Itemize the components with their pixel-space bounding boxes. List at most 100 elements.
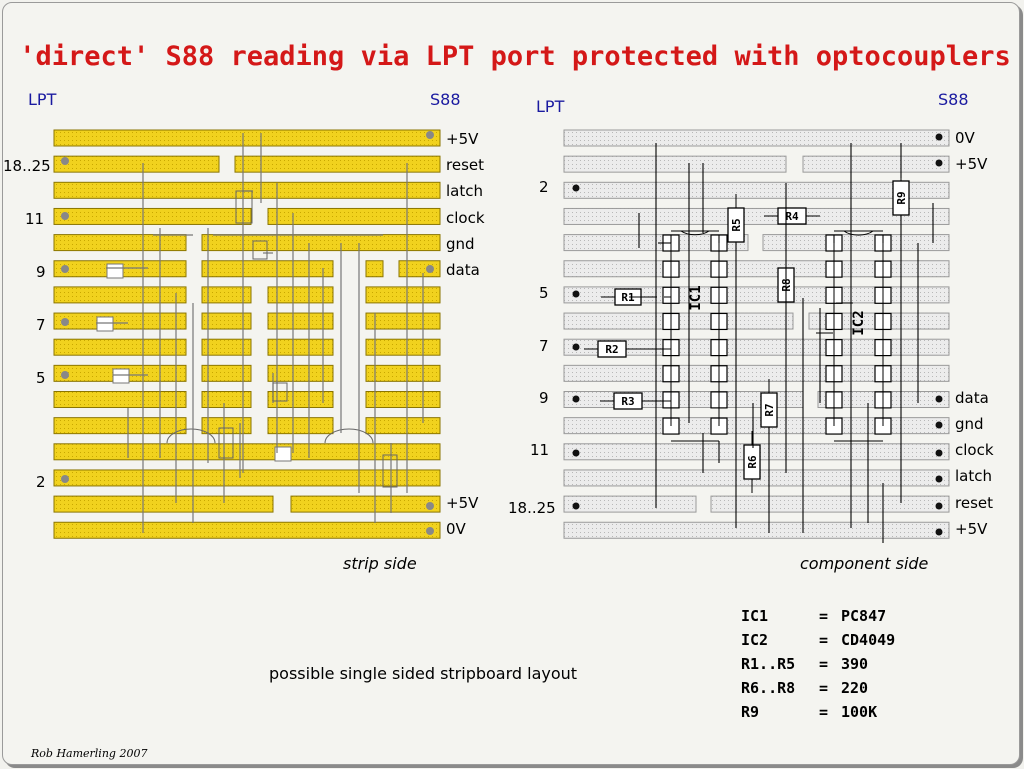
ic1-notch-outline [166, 428, 216, 444]
resistor-r6-label: R6 [746, 455, 759, 469]
comp-label-plus5v: +5V [955, 155, 988, 173]
comp-pin-5: 5 [539, 284, 549, 302]
component-lpt-header: LPT [536, 97, 565, 116]
copper-strip [53, 129, 441, 147]
strip-label-plus5v-bottom: +5V [446, 494, 479, 512]
strip-cut [274, 446, 292, 462]
comp-label-plus5v-bottom: +5V [955, 520, 988, 538]
part-ref: IC1 [741, 607, 768, 625]
copper-strip [201, 260, 334, 278]
comp-pin-7: 7 [539, 337, 549, 355]
part-value: 390 [841, 655, 868, 673]
author-signature: Rob Hamerling 2007 [30, 747, 147, 760]
copper-strip [53, 338, 187, 356]
copper-strip [53, 207, 252, 225]
strip-pin-9: 9 [36, 263, 46, 281]
copper-strip [201, 286, 252, 304]
copper-strip [53, 181, 441, 199]
component-outline [235, 190, 253, 224]
strip-cut [112, 368, 130, 384]
copper-strip [365, 417, 441, 435]
solder-pad [426, 502, 434, 510]
copper-strip [201, 234, 441, 252]
component-side-board: R1R2R3R4R5R6R7R8R9 [563, 129, 950, 543]
resistor-r6 [743, 444, 761, 480]
resistor-r2-label: R2 [605, 343, 618, 356]
strip-cut [106, 263, 124, 279]
strip-cut [96, 316, 114, 332]
solder-pad [61, 212, 69, 220]
part-value: 220 [841, 679, 868, 697]
copper-strip [267, 207, 441, 225]
grey-strip [563, 521, 950, 539]
solder-pad [61, 157, 69, 165]
copper-strip [53, 234, 187, 252]
comp-label-clock: clock [955, 441, 994, 459]
grey-strip [710, 495, 950, 513]
part-ref: R6..R8 [741, 679, 795, 697]
copper-strip [53, 469, 441, 487]
solder-pad [426, 527, 434, 535]
copper-strip [365, 312, 441, 330]
copper-strip [53, 417, 187, 435]
copper-strip [201, 312, 252, 330]
solder-pad [426, 131, 434, 139]
part-eq: = [819, 655, 828, 673]
copper-strip [365, 286, 441, 304]
part-eq: = [819, 703, 828, 721]
resistor-r5-label: R5 [730, 218, 743, 231]
strip-pin-11: 11 [25, 210, 44, 228]
connection-dot [935, 475, 943, 483]
resistor-r5 [727, 207, 745, 243]
copper-strip [53, 286, 187, 304]
part-value: PC847 [841, 607, 886, 625]
resistor-r3-label: R3 [621, 395, 634, 408]
solder-pad [61, 265, 69, 273]
part-ref: IC2 [741, 631, 768, 649]
grey-strip [563, 181, 950, 199]
part-ref: R1..R5 [741, 655, 795, 673]
resistor-r9-label: R9 [895, 191, 908, 204]
copper-strip [290, 495, 441, 513]
copper-strip [53, 443, 441, 461]
strip-side-caption: strip side [343, 554, 417, 573]
copper-strip [234, 155, 441, 173]
comp-label-reset: reset [955, 494, 993, 512]
strip-label-gnd: gnd [446, 235, 475, 253]
ic2-label: IC2 [851, 310, 867, 335]
comp-label-gnd: gnd [955, 415, 984, 433]
connection-dot [935, 395, 943, 403]
strip-label-plus5v: +5V [446, 130, 479, 148]
connection-dot [572, 395, 580, 403]
solder-pad [61, 371, 69, 379]
ic1-notch [680, 230, 710, 236]
strip-label-clock: clock [446, 209, 485, 227]
component-labels: IC1 IC2 [688, 285, 867, 335]
strip-label-reset: reset [446, 156, 484, 174]
resistor-r4 [777, 207, 807, 225]
part-eq: = [819, 607, 828, 625]
component-outline [382, 454, 398, 488]
strip-pin-5: 5 [36, 369, 46, 387]
copper-strip [267, 286, 334, 304]
copper-strip [201, 417, 252, 435]
copper-strip [53, 521, 441, 539]
copper-strip [365, 391, 441, 408]
component-outline [218, 427, 234, 459]
part-ref: R9 [741, 703, 759, 721]
copper-strip [201, 338, 252, 356]
copper-strip [53, 312, 187, 330]
copper-strip [267, 312, 334, 330]
comp-label-data: data [955, 389, 989, 407]
copper-strip [365, 364, 441, 382]
grey-strip [563, 364, 950, 382]
layout-note: possible single sided stripboard layout [269, 664, 577, 683]
copper-strip [53, 155, 220, 173]
resistor-r1-label: R1 [621, 291, 635, 304]
component-outline [252, 240, 268, 260]
strip-label-data: data [446, 261, 480, 279]
copper-strip [267, 338, 334, 356]
component-side-caption: component side [800, 554, 929, 573]
ic2-notch [843, 230, 874, 236]
